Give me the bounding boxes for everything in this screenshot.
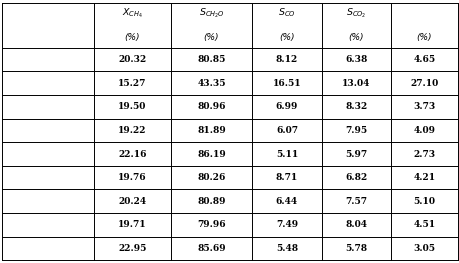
- Text: 6.82: 6.82: [344, 173, 367, 182]
- Text: (%): (%): [279, 33, 294, 42]
- Text: 5.10: 5.10: [412, 197, 434, 206]
- Text: (%): (%): [203, 33, 218, 42]
- Text: $\mathit{S}_{CO_2}$: $\mathit{S}_{CO_2}$: [345, 6, 366, 20]
- Text: 4.21: 4.21: [412, 173, 434, 182]
- Text: (%): (%): [348, 33, 363, 42]
- Text: $\mathit{X}_{CH_4}$: $\mathit{X}_{CH_4}$: [121, 6, 143, 20]
- Text: 7.95: 7.95: [344, 126, 366, 135]
- Text: 5.48: 5.48: [275, 244, 297, 253]
- Text: 20.32: 20.32: [118, 55, 146, 64]
- Text: 43.35: 43.35: [197, 79, 225, 88]
- Text: 8.12: 8.12: [275, 55, 297, 64]
- Text: 81.89: 81.89: [196, 126, 225, 135]
- Text: 4.51: 4.51: [412, 220, 434, 229]
- Text: 80.26: 80.26: [197, 173, 225, 182]
- Text: (%): (%): [124, 33, 140, 42]
- Text: 6.07: 6.07: [275, 126, 297, 135]
- Text: 5.97: 5.97: [344, 150, 366, 159]
- Text: $\mathit{S}_{CO}$: $\mathit{S}_{CO}$: [278, 7, 295, 19]
- Text: 19.71: 19.71: [118, 220, 146, 229]
- Text: 15.27: 15.27: [118, 79, 146, 88]
- Text: 6.44: 6.44: [275, 197, 297, 206]
- Text: $\mathit{S}_{CH_2O}$: $\mathit{S}_{CH_2O}$: [198, 6, 224, 20]
- Text: 8.32: 8.32: [344, 102, 367, 111]
- Text: 19.76: 19.76: [118, 173, 146, 182]
- Text: 80.85: 80.85: [197, 55, 225, 64]
- Text: 7.49: 7.49: [275, 220, 297, 229]
- Text: 6.99: 6.99: [275, 102, 297, 111]
- Text: 13.04: 13.04: [341, 79, 369, 88]
- Text: 5.78: 5.78: [344, 244, 366, 253]
- Text: 80.96: 80.96: [197, 102, 225, 111]
- Text: 7.57: 7.57: [344, 197, 366, 206]
- Text: 79.96: 79.96: [197, 220, 225, 229]
- Text: 6.38: 6.38: [344, 55, 367, 64]
- Text: 22.95: 22.95: [118, 244, 146, 253]
- Text: 5.11: 5.11: [275, 150, 297, 159]
- Text: (%): (%): [416, 33, 431, 42]
- Text: 80.89: 80.89: [197, 197, 225, 206]
- Text: 20.24: 20.24: [118, 197, 146, 206]
- Text: 3.73: 3.73: [412, 102, 435, 111]
- Text: 86.19: 86.19: [196, 150, 225, 159]
- Text: 4.65: 4.65: [412, 55, 434, 64]
- Text: 22.16: 22.16: [118, 150, 146, 159]
- Text: 8.71: 8.71: [275, 173, 297, 182]
- Text: 4.09: 4.09: [412, 126, 434, 135]
- Text: 19.22: 19.22: [118, 126, 146, 135]
- Text: 85.69: 85.69: [197, 244, 225, 253]
- Text: 19.50: 19.50: [118, 102, 146, 111]
- Text: 16.51: 16.51: [272, 79, 301, 88]
- Text: 2.73: 2.73: [412, 150, 434, 159]
- Text: 3.05: 3.05: [412, 244, 434, 253]
- Text: 8.04: 8.04: [344, 220, 366, 229]
- Text: 27.10: 27.10: [409, 79, 437, 88]
